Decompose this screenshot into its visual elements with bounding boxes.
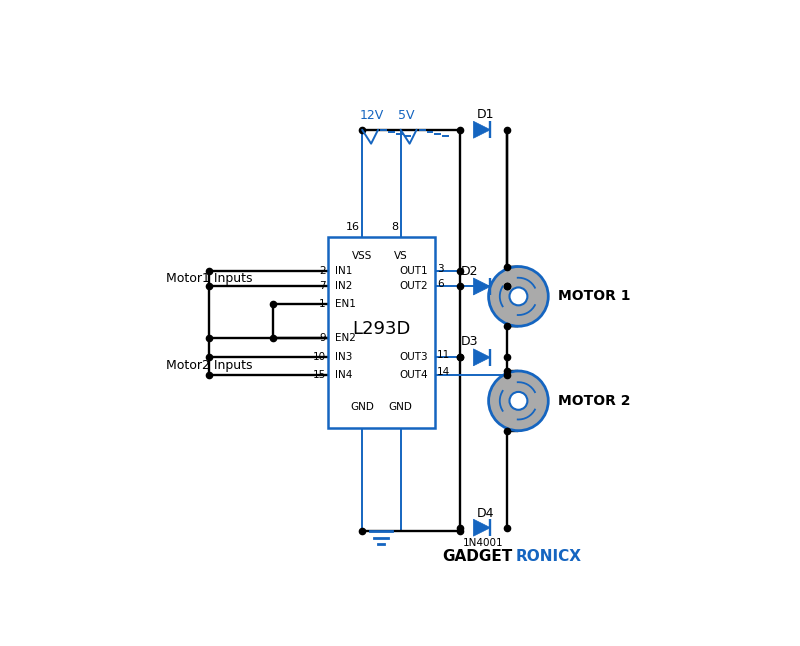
Text: L293D: L293D (352, 320, 410, 338)
Text: MOTOR 2: MOTOR 2 (558, 394, 630, 408)
Text: IN2: IN2 (335, 282, 352, 291)
Text: 11: 11 (437, 350, 450, 360)
Text: Motor2 Inputs: Motor2 Inputs (166, 359, 253, 373)
Text: 2: 2 (319, 266, 326, 276)
Polygon shape (474, 278, 490, 295)
Text: OUT4: OUT4 (399, 370, 428, 380)
Text: 16: 16 (346, 222, 360, 232)
Text: 14: 14 (437, 367, 450, 377)
Text: 12V: 12V (360, 109, 384, 122)
FancyBboxPatch shape (328, 236, 435, 428)
Text: IN1: IN1 (335, 266, 352, 276)
Polygon shape (474, 121, 490, 138)
Text: EN2: EN2 (335, 333, 356, 343)
Text: D3: D3 (462, 335, 478, 348)
Text: Motor1 Inputs: Motor1 Inputs (166, 273, 253, 286)
Text: IN3: IN3 (335, 352, 352, 362)
Text: 6: 6 (437, 279, 443, 289)
Text: VS: VS (394, 251, 407, 261)
Text: RONICX: RONICX (516, 549, 582, 564)
Text: EN1: EN1 (335, 298, 356, 309)
Circle shape (510, 392, 527, 410)
Text: 1N4001: 1N4001 (463, 537, 504, 548)
Circle shape (510, 287, 527, 306)
Circle shape (489, 267, 548, 326)
Text: OUT3: OUT3 (399, 352, 428, 362)
Polygon shape (474, 519, 490, 536)
Text: D1: D1 (477, 108, 494, 121)
Text: 9: 9 (319, 333, 326, 343)
Text: IN4: IN4 (335, 370, 352, 380)
Text: VSS: VSS (352, 251, 372, 261)
Circle shape (489, 371, 548, 431)
Text: 10: 10 (313, 352, 326, 362)
Polygon shape (474, 349, 490, 366)
Text: GND: GND (350, 402, 374, 412)
Text: 7: 7 (319, 282, 326, 291)
Text: D4: D4 (477, 506, 494, 520)
Text: GND: GND (389, 402, 413, 412)
Text: 8: 8 (391, 222, 398, 232)
Text: 5V: 5V (398, 109, 414, 122)
Text: MOTOR 1: MOTOR 1 (558, 289, 630, 304)
Text: GADGET: GADGET (442, 549, 513, 564)
Text: 15: 15 (313, 370, 326, 380)
Text: OUT2: OUT2 (399, 282, 428, 291)
Text: OUT1: OUT1 (399, 266, 428, 276)
Text: 1: 1 (319, 298, 326, 309)
Text: D2: D2 (462, 264, 478, 278)
Text: 3: 3 (437, 264, 443, 274)
